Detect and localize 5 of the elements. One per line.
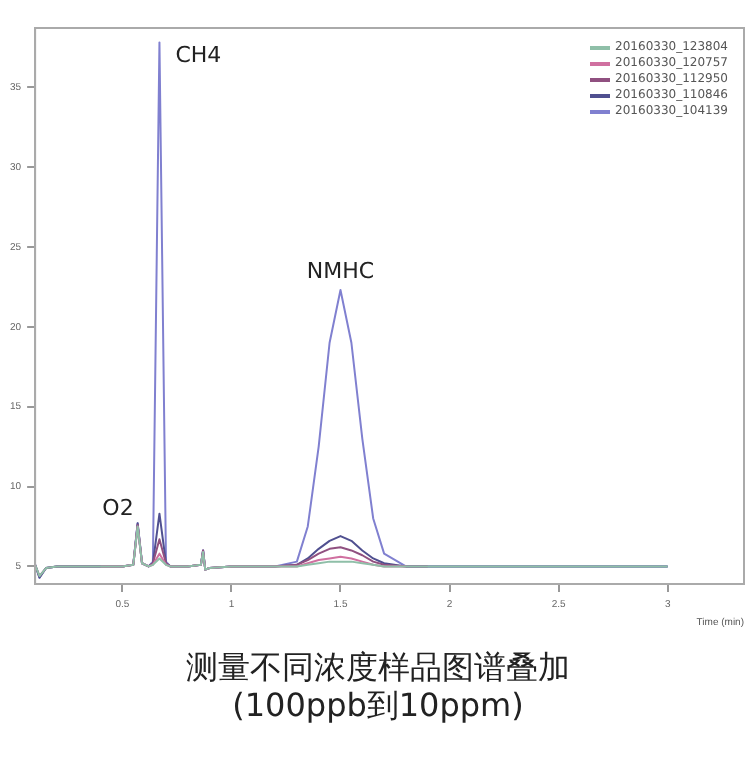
annotation: CH4 xyxy=(175,42,222,69)
text: (100ppb到10ppm) xyxy=(230,686,526,724)
annotation: O2 xyxy=(102,495,134,522)
annotation: NMHC xyxy=(306,258,375,285)
text: 测量不同浓度样品图谱叠加 xyxy=(184,648,572,686)
